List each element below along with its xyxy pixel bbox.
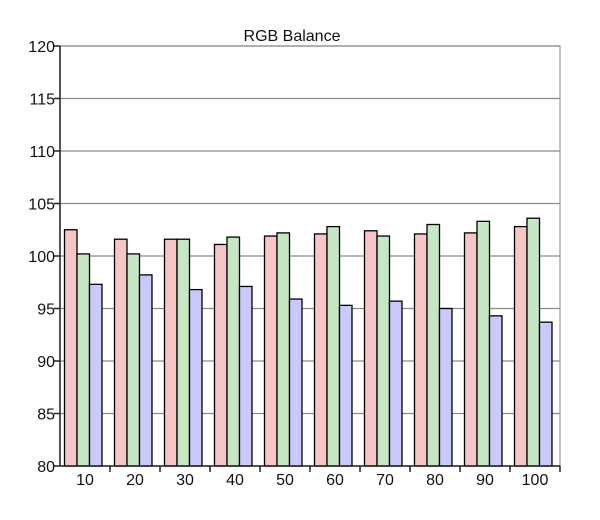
bar-series-1-90 <box>463 232 478 467</box>
bar-series-2-90 <box>476 220 491 467</box>
bar-series-3-40 <box>238 285 253 467</box>
x-tick-label-60: 60 <box>326 472 344 489</box>
bar-series-group <box>63 217 553 467</box>
y-tick-label-100: 100 <box>28 249 55 266</box>
x-tick-label-70: 70 <box>376 472 394 489</box>
bar-series-3-30 <box>188 288 203 467</box>
y-tick-label-80: 80 <box>37 459 55 476</box>
bar-series-3-100 <box>538 321 553 467</box>
axes <box>54 45 561 472</box>
bar-series-1-70 <box>363 230 378 467</box>
bar-series-1-80 <box>413 233 428 467</box>
tick-labels: 80 85 90 95 100 105 110 115 120 10 20 30 40 50 60 70 80 9… <box>28 39 548 489</box>
y-tick-label-90: 90 <box>37 354 55 371</box>
bar-series-1-60 <box>313 233 328 467</box>
x-tick-label-10: 10 <box>76 472 94 489</box>
x-tick-label-40: 40 <box>226 472 244 489</box>
bar-series-2-80 <box>426 223 441 467</box>
bar-series-1-10 <box>63 229 78 467</box>
y-tick-label-120: 120 <box>28 39 55 56</box>
y-tick-label-110: 110 <box>29 144 55 161</box>
bar-series-3-10 <box>88 283 103 467</box>
bar-series-3-60 <box>338 304 353 467</box>
bar-series-1-50 <box>263 235 278 467</box>
y-tick-label-105: 105 <box>28 197 55 214</box>
bar-series-2-70 <box>376 235 391 467</box>
bar-series-3-70 <box>388 300 403 467</box>
bar-series-1-30 <box>163 238 178 467</box>
bar-series-3-50 <box>288 298 303 467</box>
y-tick-label-95: 95 <box>37 302 55 319</box>
bar-series-1-40 <box>213 243 228 467</box>
x-tick-label-90: 90 <box>476 472 494 489</box>
x-tick-label-50: 50 <box>276 472 294 489</box>
bar-series-2-50 <box>276 232 291 467</box>
bar-series-3-80 <box>438 307 453 467</box>
bar-series-2-20 <box>126 253 141 467</box>
bar-series-3-90 <box>488 315 503 467</box>
y-tick-label-115: 115 <box>29 92 55 109</box>
x-tick-label-30: 30 <box>176 472 194 489</box>
bar-series-2-100 <box>526 217 541 467</box>
bar-series-1-20 <box>113 238 128 467</box>
x-tick-label-20: 20 <box>126 472 144 489</box>
bar-series-2-60 <box>326 225 341 467</box>
bar-series-3-20 <box>138 274 153 467</box>
x-tick-label-80: 80 <box>426 472 444 489</box>
x-tick-label-100: 100 <box>522 472 549 489</box>
bar-series-2-30 <box>176 238 191 467</box>
chart-title: RGB Balance <box>244 28 341 45</box>
bar-series-1-100 <box>513 225 528 467</box>
bar-series-2-40 <box>226 236 241 467</box>
y-tick-label-85: 85 <box>37 407 55 424</box>
bar-series-2-10 <box>76 253 91 467</box>
